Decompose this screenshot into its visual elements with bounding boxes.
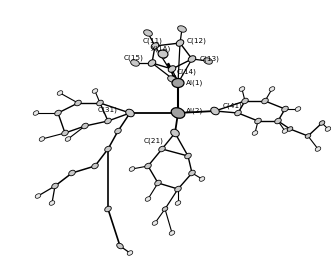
Text: C(11): C(11) xyxy=(143,38,163,44)
Ellipse shape xyxy=(105,206,111,212)
Ellipse shape xyxy=(305,134,311,138)
Ellipse shape xyxy=(115,128,121,134)
Text: C(41): C(41) xyxy=(223,103,243,109)
Ellipse shape xyxy=(105,146,111,152)
Ellipse shape xyxy=(52,183,58,189)
Text: C(14): C(14) xyxy=(177,68,197,75)
Ellipse shape xyxy=(262,98,268,104)
Ellipse shape xyxy=(169,231,175,235)
Ellipse shape xyxy=(172,79,184,87)
Ellipse shape xyxy=(255,118,261,124)
Ellipse shape xyxy=(92,89,98,93)
Ellipse shape xyxy=(287,127,293,131)
Ellipse shape xyxy=(75,100,81,106)
Ellipse shape xyxy=(117,243,123,249)
Ellipse shape xyxy=(129,167,135,171)
Ellipse shape xyxy=(158,50,168,58)
Ellipse shape xyxy=(171,129,179,137)
Ellipse shape xyxy=(315,147,321,151)
Ellipse shape xyxy=(319,121,325,125)
Ellipse shape xyxy=(189,170,195,176)
Ellipse shape xyxy=(105,118,111,124)
Ellipse shape xyxy=(145,197,151,201)
Ellipse shape xyxy=(178,26,186,32)
Ellipse shape xyxy=(148,60,156,66)
Ellipse shape xyxy=(159,146,165,152)
Ellipse shape xyxy=(252,131,258,135)
Ellipse shape xyxy=(175,186,181,192)
Ellipse shape xyxy=(239,87,245,91)
Ellipse shape xyxy=(167,76,176,82)
Ellipse shape xyxy=(35,194,41,198)
Text: Al(2): Al(2) xyxy=(186,108,203,114)
Text: C(15): C(15) xyxy=(124,55,144,61)
Ellipse shape xyxy=(211,107,219,115)
Ellipse shape xyxy=(126,109,134,117)
Ellipse shape xyxy=(199,177,205,181)
Ellipse shape xyxy=(82,123,88,129)
Ellipse shape xyxy=(151,43,159,49)
Text: X(1A): X(1A) xyxy=(151,46,171,52)
Ellipse shape xyxy=(49,201,55,205)
Ellipse shape xyxy=(242,98,248,104)
Ellipse shape xyxy=(145,163,151,169)
Text: C(12): C(12) xyxy=(187,37,207,44)
Ellipse shape xyxy=(62,130,68,136)
Text: C(13): C(13) xyxy=(200,56,220,62)
Ellipse shape xyxy=(152,221,158,225)
Ellipse shape xyxy=(188,56,196,62)
Text: C(31): C(31) xyxy=(98,107,118,113)
Ellipse shape xyxy=(269,87,275,91)
Text: C(21): C(21) xyxy=(143,138,163,144)
Ellipse shape xyxy=(282,106,288,112)
Ellipse shape xyxy=(185,153,191,159)
Ellipse shape xyxy=(127,251,133,255)
Ellipse shape xyxy=(155,180,161,186)
Text: Al(1): Al(1) xyxy=(186,80,203,86)
Ellipse shape xyxy=(144,30,152,36)
Ellipse shape xyxy=(171,108,185,118)
Ellipse shape xyxy=(131,60,139,66)
Ellipse shape xyxy=(235,110,241,116)
Ellipse shape xyxy=(39,137,45,141)
Ellipse shape xyxy=(55,110,61,116)
Ellipse shape xyxy=(204,58,213,64)
Ellipse shape xyxy=(57,91,63,95)
Ellipse shape xyxy=(168,66,176,72)
Ellipse shape xyxy=(69,170,75,176)
Ellipse shape xyxy=(275,118,281,124)
Ellipse shape xyxy=(175,201,181,205)
Ellipse shape xyxy=(92,163,98,169)
Ellipse shape xyxy=(162,207,168,211)
Ellipse shape xyxy=(33,111,39,115)
Ellipse shape xyxy=(282,129,288,133)
Ellipse shape xyxy=(65,137,71,141)
Ellipse shape xyxy=(176,40,184,46)
Ellipse shape xyxy=(97,100,103,106)
Ellipse shape xyxy=(295,107,301,111)
Ellipse shape xyxy=(325,127,331,131)
